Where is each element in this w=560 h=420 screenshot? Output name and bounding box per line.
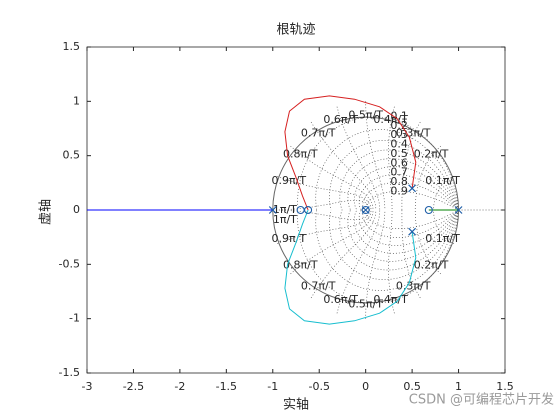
y-tick-label: -1 [69,312,80,325]
x-tick-label: -1 [267,380,278,393]
pole-marker [408,227,417,236]
damping-label: 0.7 [390,166,408,179]
locus-branch [284,95,417,211]
x-tick-label: -2 [174,380,185,393]
damping-line [353,166,459,254]
frequency-label: 0.3π/T [396,127,431,140]
x-tick-label: -1.5 [216,380,237,393]
frequency-label: 0.1π/T [425,232,460,245]
damping-label: 0.1 [390,110,408,123]
frequency-label: 0.7π/T [301,279,336,292]
locus-branch [284,209,417,325]
frequency-label: 0.9π/T [272,174,307,187]
damping-label: 0.4 [390,138,408,151]
y-tick-label: -0.5 [59,257,80,270]
frequency-label: 0.6π/T [323,293,358,306]
y-tick-label: 0.5 [63,149,81,162]
pole-marker [408,184,417,193]
x-tick-label: 1 [455,380,462,393]
damping-label: 0.9 [390,184,408,197]
zero-marker [304,205,313,215]
frequency-line [365,101,386,319]
damping-line [339,149,459,271]
y-tick-label: 1 [73,94,80,107]
frequency-line [310,121,377,299]
x-tick-label: 0 [362,380,369,393]
x-axis-label: 实轴 [283,398,309,413]
frequency-label: 0.7π/T [301,127,336,140]
y-axis-label: 虚轴 [39,199,54,225]
watermark: CSDN @可编程芯片开发 [409,392,554,408]
frequency-label: 0.9π/T [272,232,307,245]
y-tick-label: -1.5 [59,366,80,379]
x-tick-label: 0.5 [403,380,421,393]
x-tick-label: -0.5 [308,380,329,393]
frequency-line [433,176,455,244]
zero-marker [424,205,433,215]
frequency-line [336,106,381,314]
frequency-label: 0.2π/T [414,259,449,272]
frequency-line [401,121,421,299]
x-tick-label: 1.5 [496,380,514,393]
frequency-label: 0.1π/T [425,174,460,187]
pole-marker [268,206,277,214]
frequency-label: 1π/T [273,203,297,216]
x-tick-label: -2.5 [123,380,144,393]
damping-label: 0.3 [390,128,408,141]
frequency-label: 0.6π/T [323,113,358,126]
damping-line [364,191,459,229]
frequency-label: 1π/T [273,213,297,226]
frequency-label: 0.5π/T [348,108,383,121]
damping-line [297,116,459,304]
frequency-line [414,145,442,275]
frequency-line [272,199,371,221]
frequency-label: 0.8π/T [283,147,318,160]
frequency-label: 0.8π/T [283,259,318,272]
chart-title: 根轨迹 [276,23,315,38]
zero-marker [296,205,305,215]
frequency-label: 0.5π/T [348,298,383,311]
damping-label: 0.5 [390,147,408,160]
y-tick-label: 0 [73,203,80,216]
pole-marker [454,206,463,214]
damping-label: 0.8 [390,175,408,188]
frequency-label: 0.2π/T [414,147,449,160]
damping-label: 0.6 [390,156,408,169]
frequency-line [290,145,374,275]
x-tick-label: -3 [82,380,93,393]
frequency-label: 0.4π/T [373,293,408,306]
y-tick-label: 1.5 [63,40,81,53]
frequency-label: 0.3π/T [396,279,431,292]
zero-marker [361,205,370,215]
